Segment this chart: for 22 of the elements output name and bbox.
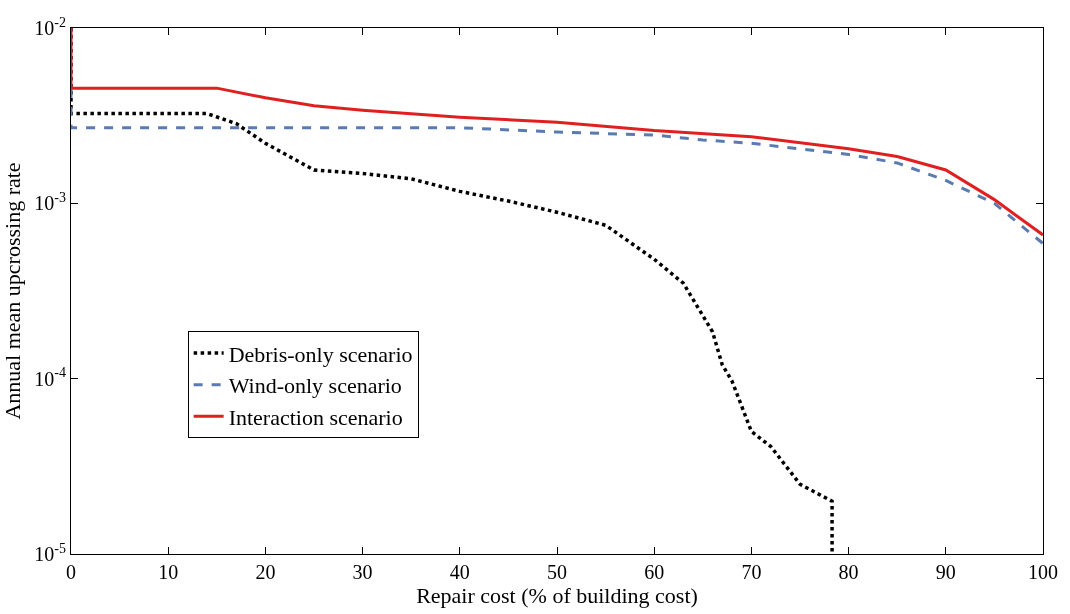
legend-label: Debris-only scenario (228, 341, 413, 367)
x-tick-label: 50 (547, 561, 567, 584)
x-tick-label: 20 (255, 561, 276, 584)
y-tick-label: 10$^{-5}$ (34, 540, 66, 565)
x-tick-label: 80 (838, 561, 859, 584)
x-tick-label: 0 (66, 561, 76, 584)
y-axis-title: Annual mean upcrossing rate (0, 162, 25, 420)
legend-label: Wind-only scenario (228, 373, 402, 399)
x-tick-label: 70 (741, 561, 762, 584)
y-tick-label: 10$^{-4}$ (34, 365, 66, 390)
y-tick-label: 10$^{-3}$ (34, 189, 66, 215)
x-tick-label: 30 (352, 561, 373, 584)
x-tick-label: 90 (935, 561, 956, 584)
line-series (71, 87, 1043, 246)
y-tick-label: 10$^{-2}$ (34, 14, 66, 39)
x-tick-label: 10 (158, 561, 179, 584)
x-axis-title: Repair cost (% of building cost) (416, 583, 698, 609)
x-tick-label: 60 (644, 561, 665, 584)
x-tick-label: 100 (1028, 561, 1058, 584)
x-tick-label: 40 (449, 561, 470, 584)
legend-label: Interaction scenario (228, 404, 403, 430)
line-series (71, 28, 1043, 237)
